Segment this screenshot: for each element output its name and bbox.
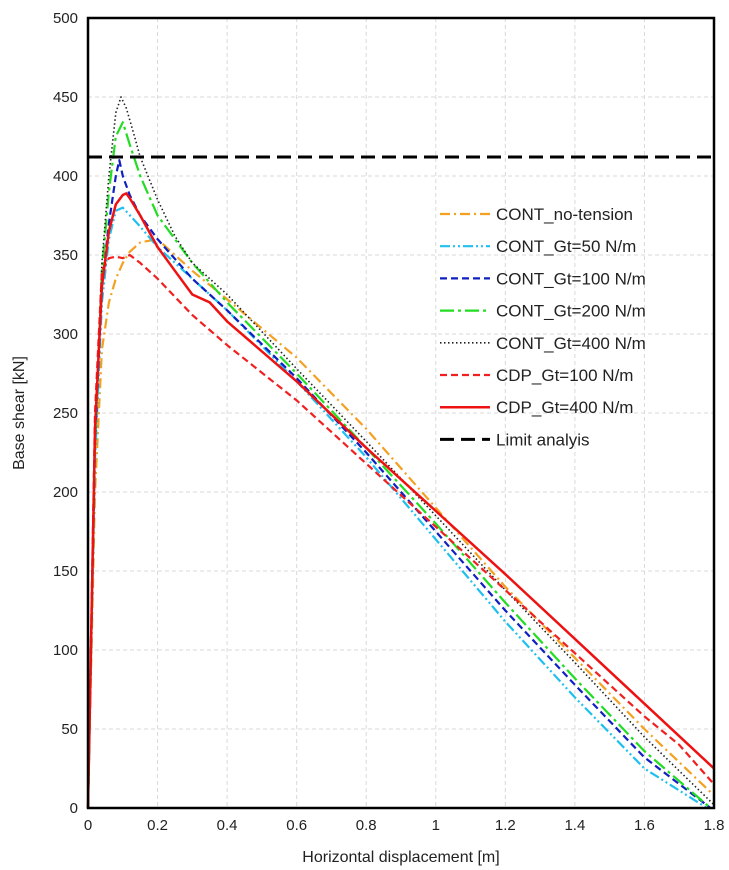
y-tick-label: 350 [53,247,78,264]
y-tick-label: 250 [53,405,78,422]
x-tick-label: 1 [432,817,440,834]
x-tick-label: 1.2 [495,817,516,834]
series-line [86,253,715,809]
y-tick-label: 500 [53,10,78,27]
legend-label: CONT_Gt=400 N/m [496,334,646,353]
x-axis-label: Horizontal displacement [m] [302,849,499,866]
grid-lines [88,18,714,808]
x-tick-label: 0.2 [147,817,168,834]
x-tick-label: 0.6 [286,817,307,834]
y-tick-label: 300 [53,326,78,343]
legend-label: CONT_Gt=200 N/m [496,302,646,321]
x-tick-label: 1.4 [564,817,585,834]
y-axis-label: Base shear [kN] [11,356,28,470]
legend-label: CONT_Gt=50 N/m [496,237,636,256]
y-tick-label: 50 [61,721,78,738]
series-line [86,238,715,809]
x-tick-labels: 0 0.2 0.4 0.6 0.8 1 1.2 1.4 1.6 1.8 [84,817,725,834]
y-tick-label: 0 [70,800,78,817]
x-tick-label: 1.8 [704,817,725,834]
legend-label: CONT_no-tension [496,205,633,224]
x-tick-label: 0 [84,817,92,834]
legend-label: CDP_Gt=400 N/m [496,398,633,417]
y-tick-label: 150 [53,563,78,580]
y-tick-label: 100 [53,642,78,659]
series-line [86,206,708,809]
series-line [86,192,715,809]
x-tick-label: 0.4 [217,817,238,834]
series-line [86,121,712,809]
legend: CONT_no-tension CONT_Gt=50 N/m CONT_Gt=100… [440,205,646,449]
y-tick-label: 400 [53,168,78,185]
legend-label: CONT_Gt=100 N/m [496,269,646,288]
series-line [87,96,715,809]
x-tick-label: 0.8 [356,817,377,834]
series-lines [86,96,715,809]
y-tick-label: 200 [53,484,78,501]
legend-label: CDP_Gt=100 N/m [496,366,633,385]
series-line [86,159,712,809]
x-tick-label: 1.6 [634,817,655,834]
legend-label: Limit analyis [496,430,590,449]
y-tick-labels: 0 50 100 150 200 250 300 350 400 450 500 [53,10,78,817]
y-tick-label: 450 [53,89,78,106]
plot-frame [86,16,716,810]
